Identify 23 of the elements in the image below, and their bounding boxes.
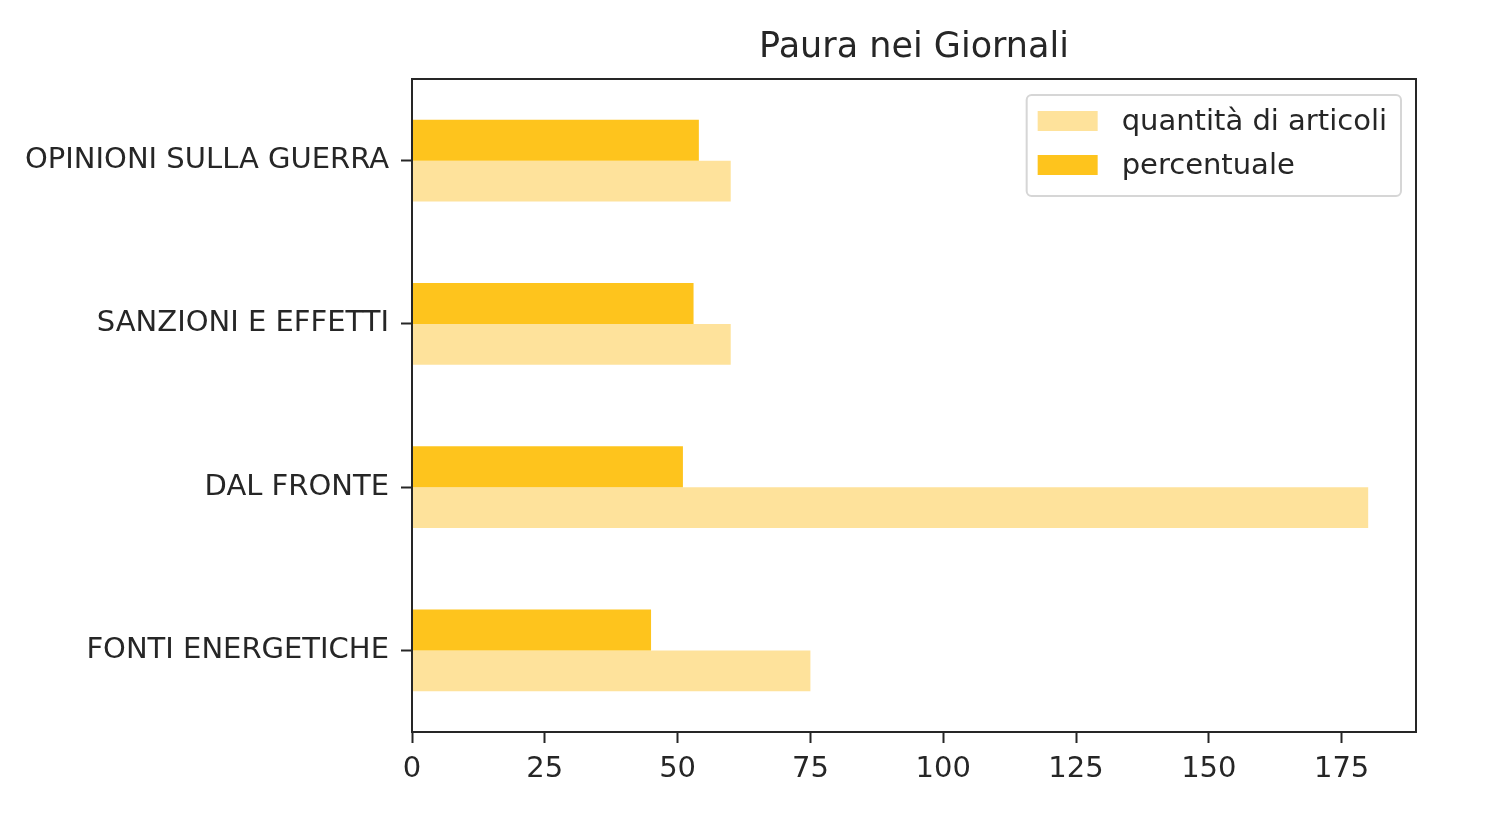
bar [412,609,652,651]
x-tick-label: 0 [402,749,422,784]
chart-title: Paura nei Giornali [759,25,1069,66]
x-tick-label: 100 [915,749,971,784]
x-tick-label: 125 [1048,749,1104,784]
bar [412,160,731,202]
y-tick-label: SANZIONI E EFFETTI [96,304,389,339]
x-tick-label: 25 [526,749,564,784]
x-tick-label: 150 [1181,749,1237,784]
bar [412,283,694,324]
bar [412,119,699,161]
y-tick-label: OPINIONI SULLA GUERRA [24,141,390,176]
x-tick-label: 175 [1313,749,1370,784]
bar [412,446,683,488]
x-tick-label: 50 [659,749,697,784]
legend-label: quantità di articoli [1121,102,1388,137]
y-tick-label: FONTI ENERGETICHE [86,630,389,665]
x-tick-label: 75 [791,749,829,784]
y-tick-label: DAL FRONTE [204,467,389,502]
bar [412,487,1369,528]
bar [412,323,731,365]
bar [412,650,811,692]
legend-label: percentuale [1121,146,1295,181]
